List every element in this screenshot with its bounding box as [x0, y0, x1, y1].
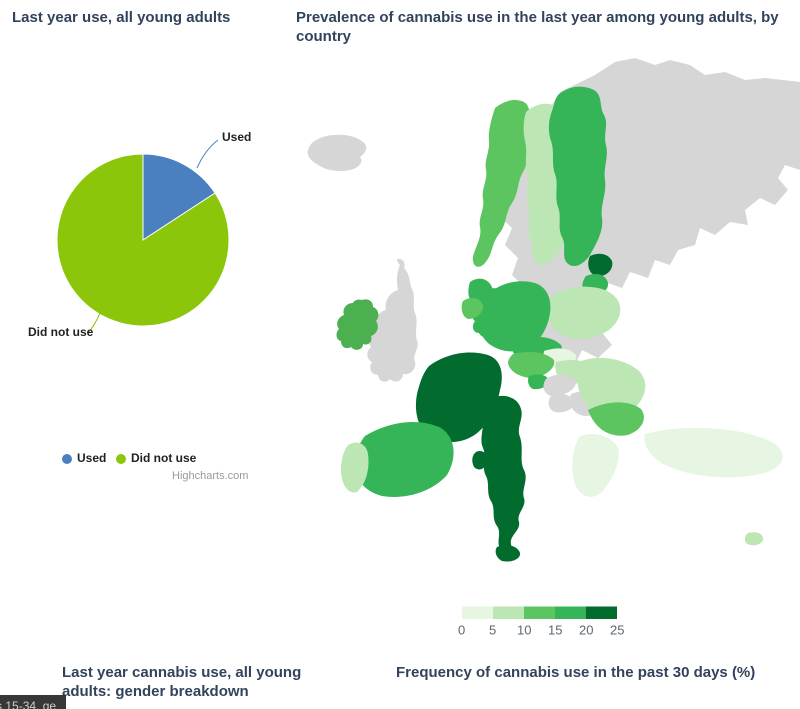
svg-text:20: 20 — [579, 623, 593, 638]
svg-text:5: 5 — [489, 623, 496, 638]
svg-text:25: 25 — [610, 623, 624, 638]
svg-text:15: 15 — [548, 623, 562, 638]
svg-text:0: 0 — [458, 623, 465, 638]
svg-text:10: 10 — [517, 623, 531, 638]
